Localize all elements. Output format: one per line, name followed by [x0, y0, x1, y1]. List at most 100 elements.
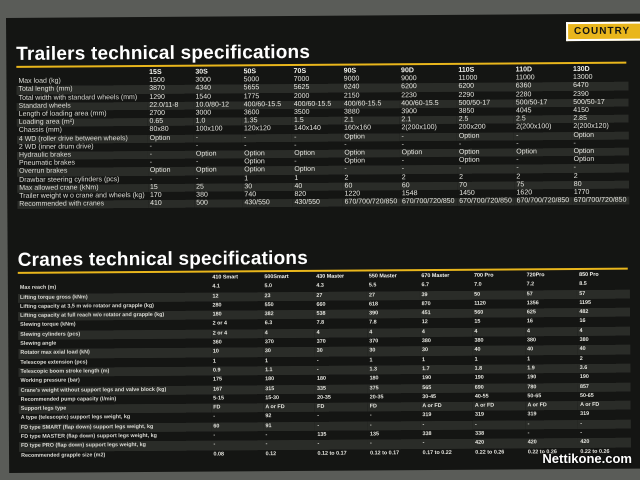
- cranes-cell-value: 380: [579, 337, 589, 344]
- cranes-cell-value: 370: [369, 338, 379, 345]
- cranes-cell-value: 1: [212, 358, 216, 365]
- cranes-cell-value: A or FD: [578, 400, 631, 411]
- cranes-cell-value: 180: [316, 376, 327, 383]
- cranes-cell-value: 190: [474, 374, 484, 382]
- cranes-cell-value: 4: [577, 326, 631, 337]
- cranes-cell-value: 39: [419, 290, 473, 301]
- cranes-cell-value: 30: [367, 346, 420, 357]
- cranes-cell-value: 16: [526, 318, 533, 325]
- cranes-cell-value: 40: [472, 345, 526, 356]
- cranes-cell-value: 1: [421, 356, 426, 363]
- cranes-cell-value: 625: [524, 308, 578, 318]
- cranes-column-header: 430 Master: [316, 273, 345, 280]
- cranes-cell-value: -: [420, 420, 474, 431]
- cranes-cell-value: 1356: [526, 300, 539, 307]
- cranes-cell-value: -: [580, 430, 583, 437]
- cranes-row-label: Recommended grapple size (m2): [21, 451, 106, 459]
- cranes-cell-value: -: [316, 357, 319, 364]
- cranes-cell-value: 390: [367, 309, 420, 319]
- cranes-cell-value: 6.3: [264, 320, 273, 327]
- cranes-cell-value: 375: [367, 383, 421, 394]
- cranes-cell-value: FD: [211, 403, 264, 414]
- cranes-cell-value: 30: [262, 347, 315, 357]
- cranes-cell-value: 3.6: [577, 363, 631, 374]
- cranes-cell-value: 870: [421, 300, 431, 307]
- cranes-cell-value: -: [473, 420, 526, 430]
- cranes-cell-value: 135: [369, 431, 379, 438]
- cranes-cell-value: 190: [422, 375, 432, 382]
- cranes-cell-value: A or FD: [472, 401, 526, 412]
- cranes-cell-value: 4: [314, 328, 368, 338]
- cranes-cell-value: 538: [314, 309, 368, 320]
- cranes-cell-value: 8.5: [579, 281, 587, 288]
- cranes-cell-value: 319: [580, 411, 590, 418]
- cranes-cell-value: 335: [315, 384, 368, 394]
- cranes-cell-value: -: [525, 419, 579, 430]
- site-watermark: Nettikone.com: [542, 451, 632, 466]
- cranes-cell-value: 319: [422, 412, 432, 419]
- cranes-column-header: 670 Master: [421, 272, 450, 280]
- trailers-cell-value: 500: [194, 199, 243, 209]
- cranes-cell-value: 319: [474, 412, 484, 419]
- cranes-cell-value: 2 or 4: [212, 320, 228, 328]
- cranes-cell-value: 690: [472, 382, 526, 393]
- cranes-cell-value: 20-35: [317, 394, 331, 401]
- cranes-cell-value: 315: [263, 384, 316, 395]
- cranes-cell-value: 550: [264, 302, 274, 309]
- cranes-cell-value: 4: [524, 326, 578, 337]
- trailers-cell-value: 430/550: [242, 199, 293, 208]
- cranes-cell-value: 7.2: [526, 281, 535, 288]
- cranes-cell-value: -: [317, 413, 320, 420]
- cranes-cell-value: 482: [577, 307, 631, 318]
- cranes-cell-value: FD: [315, 402, 368, 413]
- cranes-cell-value: 15-30: [265, 394, 280, 402]
- cranes-cell-value: 40-55: [474, 393, 489, 400]
- cranes-cell-value: A or FD: [420, 401, 473, 412]
- trailers-cell-value: 3870: [147, 85, 194, 94]
- trailers-column-header: 15S: [149, 68, 162, 77]
- cranes-cell-value: -: [213, 432, 216, 439]
- cranes-cell-value: 2: [579, 355, 583, 362]
- cranes-cell-value: 0.12 to 0.17: [370, 449, 400, 457]
- cranes-cell-value: 338: [475, 430, 485, 437]
- cranes-column-header: 410 Smart: [212, 274, 239, 281]
- cranes-cell-value: 23: [262, 291, 315, 302]
- cranes-cell-value: 618: [369, 301, 379, 308]
- cranes-cell-value: 5.0: [264, 283, 272, 290]
- trailers-cell-value: 430/550: [292, 198, 343, 208]
- cranes-cell-value: -: [211, 440, 264, 451]
- cranes-cell-value: 40: [577, 345, 631, 355]
- trailers-cell-value: 15: [147, 183, 195, 193]
- cranes-cell-value: FD: [367, 402, 421, 412]
- cranes-cell-value: 1195: [579, 299, 592, 306]
- cranes-cell-value: 380: [474, 337, 484, 344]
- cranes-cell-value: 175: [213, 376, 223, 383]
- cranes-cell-value: A or FD: [525, 401, 579, 411]
- cranes-cell-value: 190: [579, 374, 589, 381]
- cranes-cell-value: 1: [369, 357, 373, 364]
- cranes-cell-value: A or FD: [263, 403, 316, 413]
- cranes-cell-value: -: [369, 412, 372, 419]
- cranes-cell-value: 7.8: [316, 320, 325, 327]
- trailers-title: Trailers technical specifications: [16, 41, 311, 65]
- cranes-cell-value: 30-45: [422, 393, 437, 400]
- cranes-cell-value: -: [578, 419, 631, 430]
- cranes-cell-value: 27: [314, 291, 368, 301]
- trailers-cell-value: 1500: [149, 77, 165, 85]
- cranes-cell-value: 6.7: [421, 282, 430, 289]
- cranes-cell-value: 91: [263, 421, 316, 432]
- cranes-cell-value: 1: [527, 356, 531, 363]
- cranes-cell-value: 180: [369, 375, 379, 382]
- brand-logo: COUNTRY: [565, 21, 640, 42]
- cranes-cell-value: 1: [264, 357, 269, 364]
- cranes-cell-value: 30: [419, 346, 473, 356]
- cranes-cell-value: 27: [366, 290, 420, 301]
- cranes-cell-value: 0.08: [213, 451, 225, 458]
- cranes-cell-value: 4.3: [316, 283, 324, 290]
- cranes-cell-value: 50: [472, 289, 525, 300]
- cranes-spec-table: 410 Smart 500Smart 430 Master 550 Master 670…: [17, 271, 632, 461]
- cranes-cell-value: 4: [419, 327, 473, 338]
- cranes-cell-value: 370: [316, 338, 326, 345]
- trailers-cell-value: 1290: [149, 93, 165, 101]
- cranes-cell-value: 2 or 4: [210, 328, 263, 339]
